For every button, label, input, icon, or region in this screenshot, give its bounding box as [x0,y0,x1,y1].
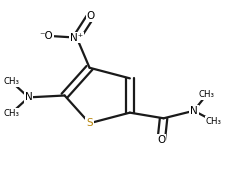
Text: ⁻O: ⁻O [40,31,53,41]
Text: N: N [190,106,198,116]
Text: CH₃: CH₃ [199,90,215,99]
Text: N⁺: N⁺ [70,33,83,43]
Text: CH₃: CH₃ [3,109,19,118]
Text: N: N [25,92,32,102]
Text: O: O [157,135,165,145]
Text: S: S [86,118,93,128]
Text: O: O [87,11,95,21]
Text: CH₃: CH₃ [206,117,222,126]
Text: CH₃: CH₃ [3,77,19,86]
